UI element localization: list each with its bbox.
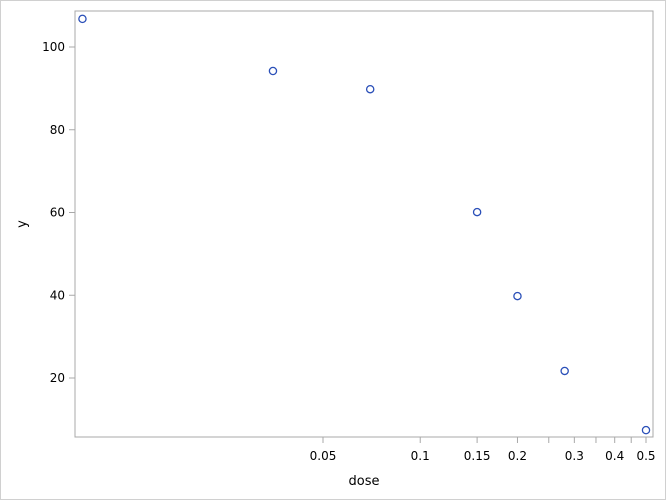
data-point xyxy=(641,425,651,435)
y-tick-label: 100 xyxy=(42,40,65,54)
plot-area xyxy=(74,10,654,438)
y-tick-label: 20 xyxy=(50,371,65,385)
x-tick-label: 0.4 xyxy=(605,449,624,463)
y-tick-label: 80 xyxy=(50,123,65,137)
x-tick-label: 0.3 xyxy=(565,449,584,463)
data-point xyxy=(78,14,87,24)
data-point xyxy=(268,66,278,76)
data-points xyxy=(78,14,651,435)
x-axis-label: dose xyxy=(349,474,380,489)
x-axis: 0.05 0.1 0.15 0.2 0.3 0.4 0.5 xyxy=(310,437,656,463)
data-point xyxy=(472,207,482,217)
x-tick-label: 0.05 xyxy=(310,449,337,463)
y-tick-label: 40 xyxy=(50,288,65,302)
data-point xyxy=(560,366,569,376)
data-point xyxy=(365,84,375,94)
y-axis-label: y xyxy=(15,220,30,228)
y-tick-label: 60 xyxy=(50,206,65,220)
data-point xyxy=(513,291,522,301)
x-tick-label: 0.2 xyxy=(508,449,527,463)
x-tick-label: 0.5 xyxy=(636,449,655,463)
x-tick-label: 0.1 xyxy=(411,449,430,463)
x-tick-label: 0.15 xyxy=(464,449,491,463)
y-axis: 20 40 60 80 100 xyxy=(42,40,75,385)
